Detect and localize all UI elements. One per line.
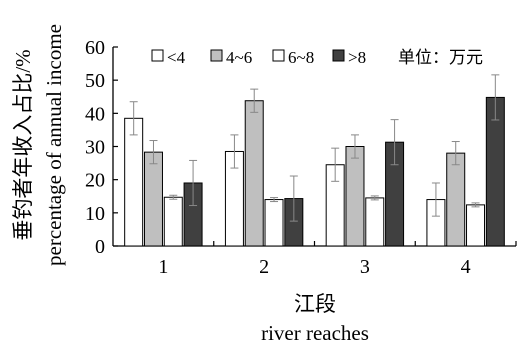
legend-label-1: 4~6 xyxy=(226,48,252,67)
bar-0-1 xyxy=(143,151,163,247)
y-axis-title-en: percentage of annual income xyxy=(42,24,66,266)
bar-0-0 xyxy=(124,117,144,247)
legend-swatch-0 xyxy=(151,49,164,62)
y-tick-label-4: 40 xyxy=(85,103,105,125)
x-tick-label-2: 3 xyxy=(360,256,370,278)
legend: <4 4~6 6~8 >8 xyxy=(151,48,366,67)
y-axis-title-cn: 垂钓者年收入占比/% xyxy=(11,49,35,240)
bar-3-1 xyxy=(446,152,466,247)
y-axis-title: 垂钓者年收入占比/% percentage of annual income xyxy=(11,24,66,266)
bar-2-1 xyxy=(345,146,365,247)
bar-1-1 xyxy=(244,100,264,247)
x-axis-title-en: river reaches xyxy=(261,321,369,345)
bar-2-2 xyxy=(365,197,385,247)
legend-swatch-1 xyxy=(210,49,223,62)
y-tick-label-3: 30 xyxy=(85,137,105,159)
legend-swatch-3 xyxy=(332,49,345,62)
plot-area: 0 10 20 30 40 50 60 1 2 3 4 xyxy=(85,37,517,278)
legend-label-2: 6~8 xyxy=(288,48,314,67)
y-tick-label-5: 50 xyxy=(85,70,105,92)
y-tick-label-6: 60 xyxy=(85,37,105,59)
unit-note: 单位：万元 xyxy=(398,48,483,67)
bar-0-2 xyxy=(163,196,183,247)
bar-3-2 xyxy=(466,204,486,247)
legend-label-3: >8 xyxy=(348,48,366,67)
y-tick-label-1: 10 xyxy=(85,203,105,225)
y-tick-label-0: 0 xyxy=(95,236,105,258)
legend-swatch-2 xyxy=(272,49,285,62)
legend-label-0: <4 xyxy=(167,48,186,67)
x-tick-label-3: 4 xyxy=(461,256,471,278)
bar-1-2 xyxy=(264,199,284,247)
x-tick-label-0: 1 xyxy=(158,256,168,278)
x-tick-label-1: 2 xyxy=(259,256,269,278)
x-axis-title-cn: 江段 xyxy=(294,292,336,316)
y-tick-label-2: 20 xyxy=(85,170,105,192)
